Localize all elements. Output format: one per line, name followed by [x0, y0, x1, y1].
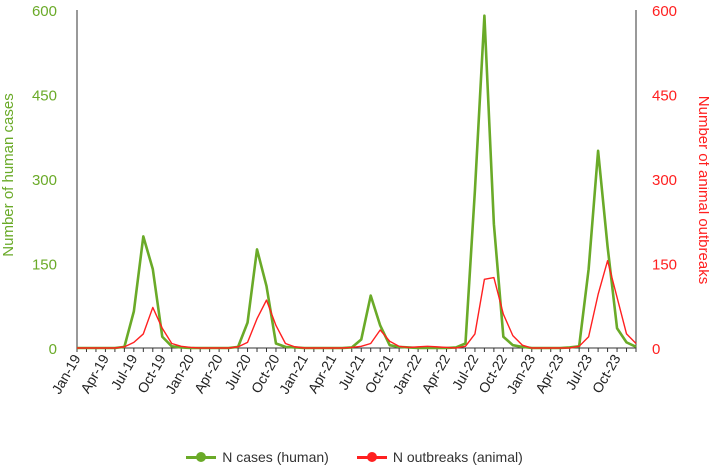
y-left-tick-label: 150	[32, 257, 57, 274]
y-left-tick-label: 300	[32, 172, 57, 189]
x-tick-label: Apr-22	[418, 351, 453, 396]
x-tick-label: Apr-20	[191, 351, 226, 396]
x-tick-label: Apr-23	[532, 351, 567, 396]
series-lines	[77, 14, 637, 350]
x-tick-label: Jan-19	[48, 351, 83, 396]
y-right-tick-label: 450	[652, 88, 677, 105]
x-tick-label: Jan-21	[276, 351, 311, 396]
y-right-tick-label: 150	[652, 257, 677, 274]
x-tick-label: Jan-23	[503, 351, 538, 396]
y-left-tick-label: 600	[32, 3, 57, 20]
y-axis-right-label: Number of animal outbreaks	[695, 96, 709, 284]
legend-swatch-human	[186, 451, 217, 463]
x-tick-label: Jan-22	[389, 351, 424, 396]
line-chart: 01503004506000150300450600Jan-19Apr-19Ju…	[0, 3, 709, 397]
series-line-animal-outbreaks	[77, 259, 637, 349]
y-right-tick-label: 300	[652, 172, 677, 189]
legend-swatch-animal	[356, 451, 387, 463]
axes	[76, 10, 637, 349]
y-left-tick-label: 0	[49, 341, 57, 358]
y-left-tick-label: 450	[32, 88, 57, 105]
series-line-human-cases	[77, 14, 637, 350]
legend-item-animal: N outbreaks (animal)	[356, 449, 523, 465]
legend-label-animal: N outbreaks (animal)	[392, 449, 523, 465]
x-tick-label: Jan-20	[162, 351, 197, 396]
legend-item-human: N cases (human)	[186, 449, 329, 465]
x-tick-label: Oct-23	[589, 351, 624, 396]
x-tick-label: Apr-19	[77, 351, 112, 396]
y-axis-left-label: Number of human cases	[0, 93, 17, 256]
y-right-tick-label: 600	[652, 3, 677, 20]
y-right-tick-label: 0	[652, 341, 660, 358]
legend-label-human: N cases (human)	[222, 449, 329, 465]
x-tick-label: Apr-21	[305, 351, 340, 396]
chart-legend: N cases (human) N outbreaks (animal)	[0, 446, 709, 468]
